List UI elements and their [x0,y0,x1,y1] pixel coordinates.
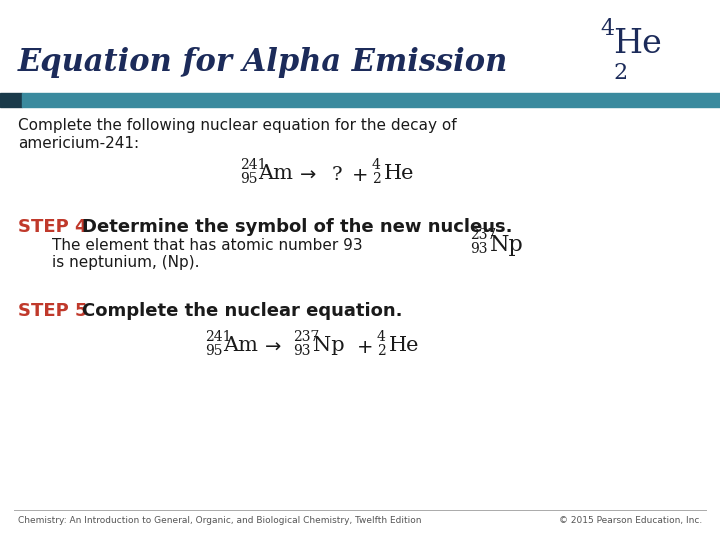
Text: 2: 2 [377,344,386,358]
Text: Np: Np [490,234,523,256]
Text: ?: ? [332,166,343,184]
Text: Complete the nuclear equation.: Complete the nuclear equation. [82,302,402,320]
Text: is neptunium, (Np).: is neptunium, (Np). [52,255,199,270]
Text: STEP 4: STEP 4 [18,218,88,236]
Text: →: → [300,166,316,185]
Text: He: He [613,28,662,60]
Text: Equation for Alpha Emission: Equation for Alpha Emission [18,47,508,78]
Text: 4: 4 [377,330,386,344]
Bar [22,93,720,107]
Text: © 2015 Pearson Education, Inc.: © 2015 Pearson Education, Inc. [559,516,702,525]
Text: americium-241:: americium-241: [18,136,139,151]
Text: STEP 5: STEP 5 [18,302,88,320]
Text: Determine the symbol of the new nucleus.: Determine the symbol of the new nucleus. [82,218,513,236]
Text: He: He [384,164,415,183]
Text: 241: 241 [205,330,232,344]
Text: The element that has atomic number 93: The element that has atomic number 93 [52,238,363,253]
Text: Am: Am [223,336,258,355]
Text: 4: 4 [372,158,381,172]
Text: 2: 2 [372,172,381,186]
Text: 237: 237 [470,228,496,242]
Text: 93: 93 [470,242,487,256]
Text: He: He [389,336,420,355]
Text: 2: 2 [613,62,627,84]
Text: Complete the following nuclear equation for the decay of: Complete the following nuclear equation … [18,118,456,133]
Text: 237: 237 [293,330,320,344]
Text: Np: Np [313,336,345,355]
Text: 95: 95 [205,344,222,358]
Text: Am: Am [258,164,293,183]
Text: 4: 4 [600,18,614,40]
Text: +: + [352,166,369,185]
Text: →: → [265,338,282,357]
Bar [0,93,22,107]
Text: 95: 95 [240,172,258,186]
Text: 241: 241 [240,158,266,172]
Text: +: + [357,338,374,357]
Text: Chemistry: An Introduction to General, Organic, and Biological Chemistry, Twelft: Chemistry: An Introduction to General, O… [18,516,421,525]
Text: 93: 93 [293,344,310,358]
